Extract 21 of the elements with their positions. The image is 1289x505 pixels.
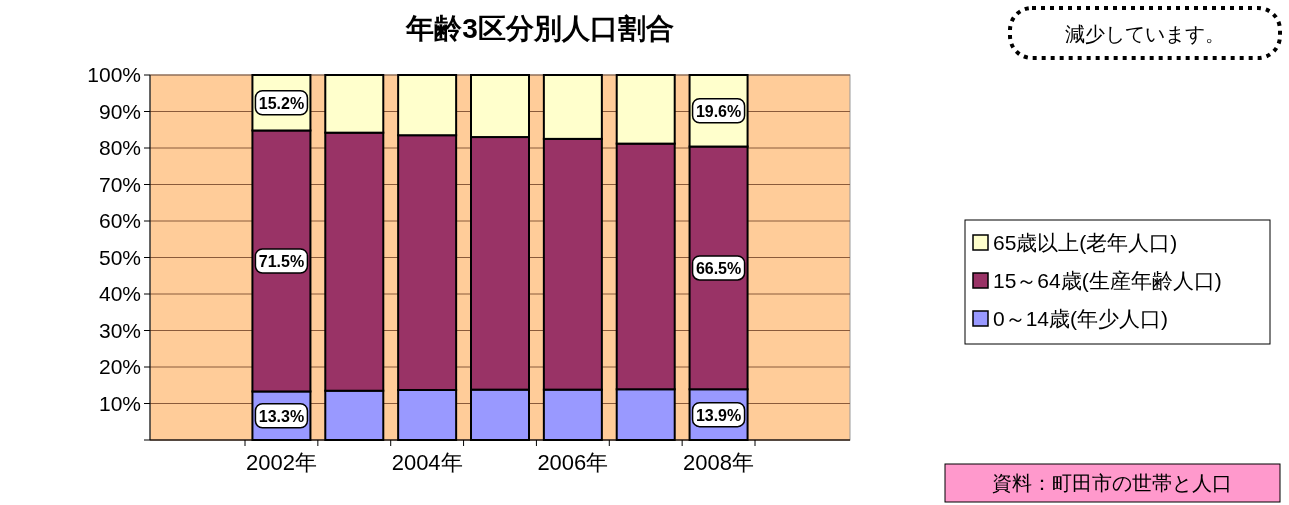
legend-label: 15～64歳(生産年齢人口) bbox=[993, 269, 1222, 292]
y-tick-label: 70% bbox=[98, 172, 141, 196]
y-tick-label: 80% bbox=[98, 136, 141, 159]
legend-label: 0～14歳(年少人口) bbox=[993, 307, 1169, 330]
data-label: 13.9% bbox=[695, 406, 742, 424]
y-tick-label: 50% bbox=[98, 245, 141, 269]
text: 減少しています。 bbox=[1065, 23, 1225, 45]
text: 資料：町田市の世帯と人口 bbox=[992, 472, 1232, 494]
x-tick-label: 2008年 bbox=[683, 450, 755, 475]
x-tick-label: 2002年 bbox=[245, 450, 317, 475]
chart-title: 年齢3区分別人口割合 bbox=[405, 13, 674, 44]
y-tick-label: 10% bbox=[98, 391, 141, 415]
x-tick-label: 2006年 bbox=[537, 450, 609, 475]
x-tick-label: 2004年 bbox=[391, 450, 463, 475]
y-tick-label: 90% bbox=[98, 99, 141, 123]
y-tick-label: 30% bbox=[98, 318, 141, 342]
y-tick-label: 20% bbox=[98, 355, 141, 378]
y-tick-label: 100% bbox=[87, 63, 141, 86]
y-tick-label: 40% bbox=[98, 282, 141, 305]
y-tick-label: 60% bbox=[98, 209, 141, 232]
legend-label: 65歳以上(老年人口) bbox=[993, 231, 1178, 254]
